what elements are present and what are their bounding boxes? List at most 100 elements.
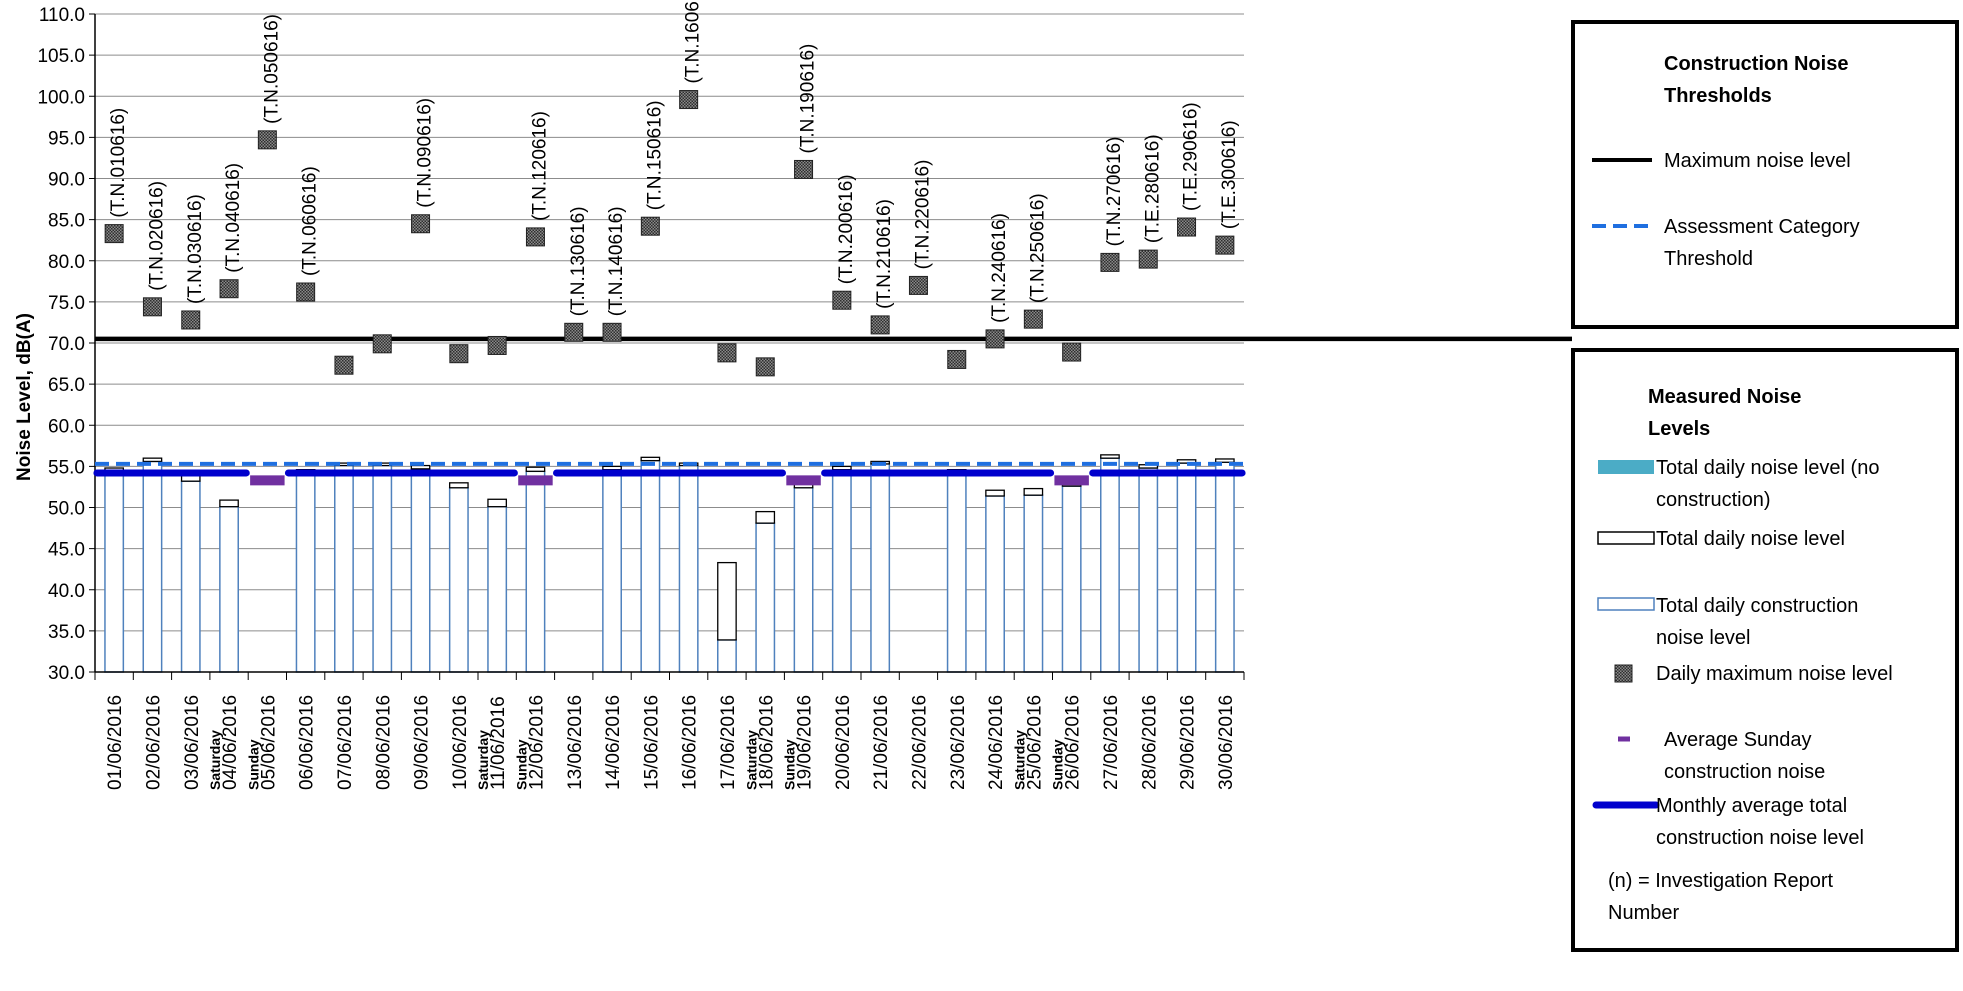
x-tick-label: 10/06/2016 — [450, 695, 471, 790]
daily-max-marker — [1062, 342, 1082, 362]
legend-daily-max-marker — [1614, 664, 1633, 683]
x-axis: 01/06/2016 02/06/2016 03/06/2016 04/06/2016… — [94, 671, 1245, 790]
y-axis: 110.0 105.0 100.0 95.0 90.0 85.0 80.0 75.0 70.0 6… — [37, 5, 96, 684]
legend-assess-label-2: Threshold — [1664, 248, 1753, 270]
legend-monthly-label-2: construction noise level — [1656, 827, 1864, 849]
day-label: Saturday — [743, 730, 759, 790]
y-tick-label: 60.0 — [48, 416, 85, 437]
total-daily-bar — [832, 465, 852, 471]
total-daily-bar — [1176, 459, 1197, 464]
construction-bar — [487, 505, 508, 673]
construction-bar — [142, 460, 163, 673]
daily-max-marker — [411, 214, 431, 234]
x-tick-label: 28/06/2016 — [1139, 695, 1160, 790]
x-tick-label: 18/06/2016 — [756, 695, 777, 790]
construction-bar — [525, 470, 546, 673]
construction-bar — [1100, 457, 1120, 673]
sunday-average-marker — [1054, 475, 1089, 486]
construction-bar — [640, 459, 661, 673]
construction-bar — [946, 471, 967, 673]
x-tick-label: 25/06/2016 — [1024, 695, 1045, 790]
day-label: Saturday — [1011, 730, 1027, 790]
y-tick-label: 90.0 — [48, 170, 85, 191]
daily-max-marker — [1023, 309, 1043, 329]
legend-construction-label-2: noise level — [1656, 627, 1751, 649]
total-daily-bar — [755, 510, 776, 524]
total-daily-bar — [410, 464, 431, 470]
investigation-report-label: (T.E.300616) — [1219, 120, 1240, 229]
day-label: Saturday — [207, 730, 223, 790]
investigation-report-label: (T.N.040616) — [223, 163, 244, 273]
investigation-report-label: (T.N.120616) — [529, 111, 550, 221]
x-tick-label: 06/06/2016 — [297, 695, 318, 790]
x-tick-label: 11/06/2016 — [488, 696, 509, 790]
sunday-average-marker — [518, 475, 553, 486]
y-tick-label: 85.0 — [48, 211, 85, 232]
legend-total-daily-label: Total daily noise level — [1656, 528, 1845, 550]
construction-bar — [295, 470, 316, 673]
daily-max-marker — [181, 310, 201, 330]
legend-measured: Measured Noise Levels Total daily noise … — [1571, 348, 1959, 952]
daily-max-marker — [717, 343, 737, 363]
legend-note-2: Number — [1608, 902, 1679, 924]
daily-max-marker — [640, 216, 660, 236]
x-tick-label: 26/06/2016 — [1063, 695, 1084, 790]
x-tick-label: 01/06/2016 — [105, 695, 126, 790]
y-tick-label: 40.0 — [48, 581, 85, 602]
construction-bar — [793, 487, 814, 673]
y-tick-label: 70.0 — [48, 334, 85, 355]
total-daily-bar — [985, 489, 1005, 497]
daily-max-marker — [602, 322, 622, 342]
daily-max-marker — [985, 329, 1005, 349]
day-label: Sunday — [245, 739, 261, 790]
x-tick-label: 21/06/2016 — [871, 695, 892, 790]
legend-daily-max-label: Daily maximum noise level — [1656, 663, 1893, 685]
daily-max-marker — [104, 224, 124, 244]
daily-max-marker — [372, 334, 392, 354]
day-label: Sunday — [513, 739, 529, 790]
construction-bar — [1176, 462, 1197, 673]
investigation-report-label: (T.N.150616) — [644, 100, 665, 210]
daily-max-marker — [257, 130, 277, 150]
x-tick-label: 04/06/2016 — [220, 695, 241, 790]
legend-thresholds-title-2: Thresholds — [1664, 85, 1772, 107]
x-tick-label: 13/06/2016 — [565, 695, 586, 790]
x-tick-label: 29/06/2016 — [1178, 695, 1199, 790]
legend-construction-label: Total daily construction — [1656, 595, 1858, 617]
total-daily-bar — [142, 457, 163, 463]
day-label: Sunday — [782, 739, 798, 790]
daily-max-marker — [755, 357, 775, 377]
x-tick-label: 24/06/2016 — [986, 695, 1007, 790]
x-tick-label: 07/06/2016 — [335, 695, 356, 790]
x-tick-label: 27/06/2016 — [1101, 695, 1122, 790]
investigation-report-label: (T.N.270616) — [1104, 137, 1125, 247]
sunday-average-marker — [786, 475, 821, 486]
x-tick-label: 14/06/2016 — [603, 695, 624, 790]
bars — [104, 454, 1235, 673]
investigation-report-label: (T.N.020616) — [146, 181, 167, 291]
y-tick-label: 65.0 — [48, 375, 85, 396]
construction-bar — [372, 464, 393, 673]
x-tick-label: 17/06/2016 — [718, 695, 739, 790]
daily-max-marker — [870, 315, 890, 335]
x-tick-label: 16/06/2016 — [680, 695, 701, 790]
daily-max-marker — [832, 290, 852, 310]
total-daily-bar — [487, 498, 507, 508]
legend-sunday-label: Average Sunday — [1664, 729, 1812, 751]
daily-max-marker — [142, 297, 162, 317]
investigation-report-label: (T.N.010616) — [108, 108, 129, 218]
day-label: Saturday — [475, 730, 491, 790]
total-daily-bar — [1215, 458, 1235, 463]
daily-max-marker — [219, 279, 239, 299]
y-axis-title: Noise Level, dB(A) — [14, 313, 35, 481]
day-label: Sunday — [1050, 739, 1066, 790]
total-daily-bar — [640, 456, 661, 462]
legend-construction-swatch — [1597, 597, 1655, 611]
legend-sunday-label-2: construction noise — [1664, 761, 1825, 783]
y-tick-label: 30.0 — [48, 663, 85, 684]
total-daily-bar — [717, 561, 737, 641]
x-tick-label: 03/06/2016 — [182, 695, 203, 790]
reference-lines — [93, 336, 1572, 486]
x-tick-label: 22/06/2016 — [909, 695, 930, 790]
legend-no-construction-label: Total daily noise level (no — [1656, 457, 1879, 479]
